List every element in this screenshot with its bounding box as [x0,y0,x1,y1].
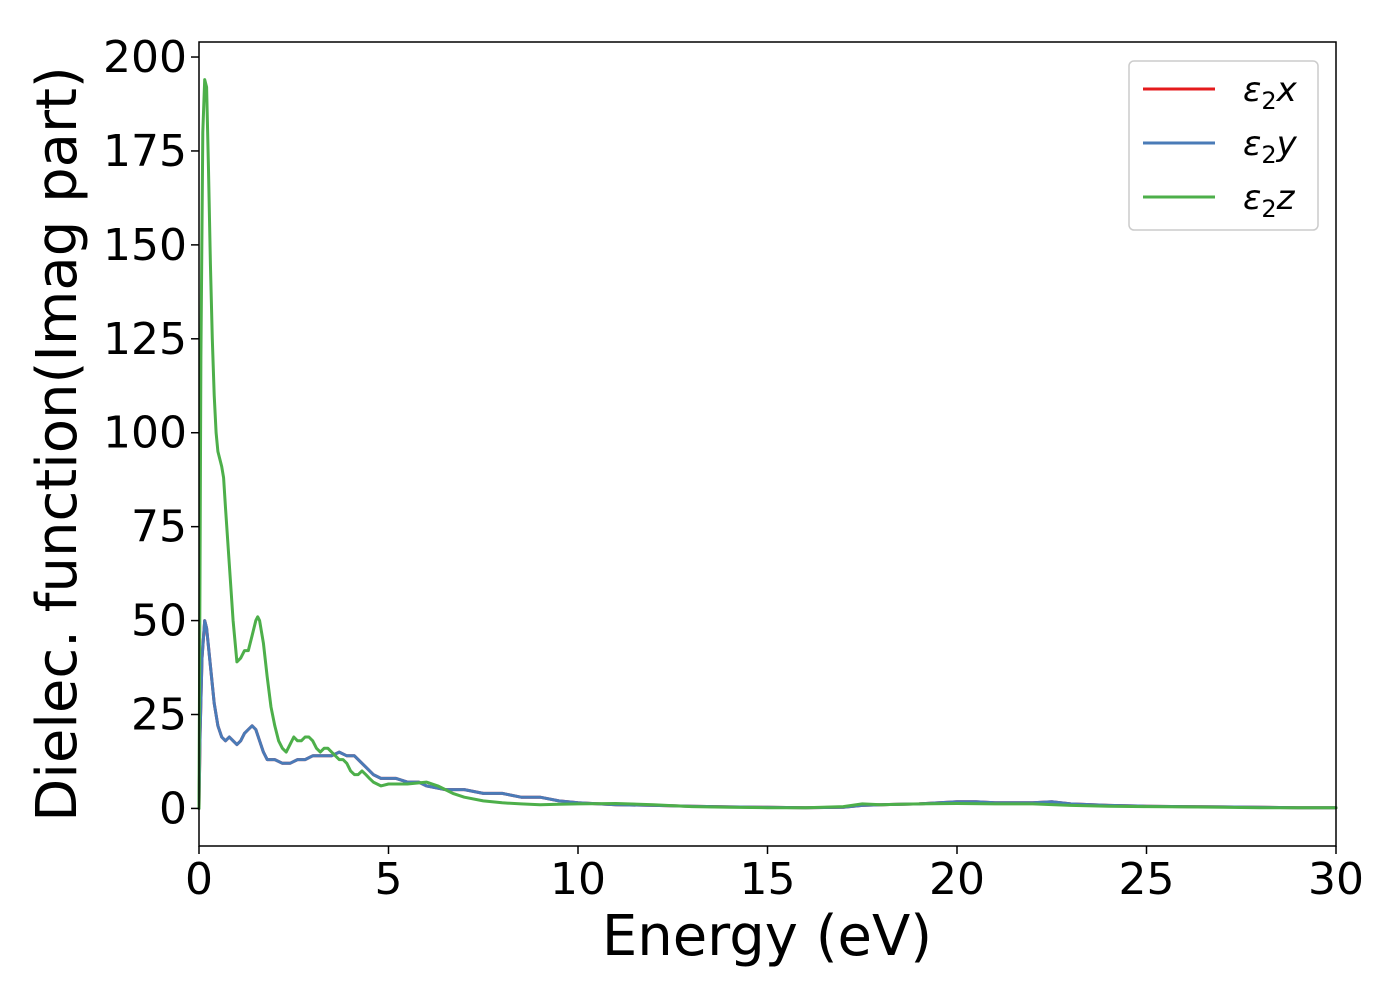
x-tick-label: 0 [185,854,213,905]
series-line-z [197,78,1338,810]
series-line-y [197,619,1338,810]
x-axis-ticks: 0 5 10 15 20 25 30 [185,846,1364,905]
y-tick-label: 0 [159,783,187,834]
y-tick-label: 125 [103,314,187,365]
legend-label-x: ε2x [1243,70,1298,115]
y-tick-label: 75 [131,502,187,553]
legend-label-z: ε2z [1243,178,1296,223]
series-layer [197,78,1338,810]
y-axis-ticks: 0 25 50 75 100 125 150 175 200 [103,32,199,834]
x-tick-label: 15 [740,854,796,905]
y-tick-label: 150 [103,220,187,271]
x-tick-label: 25 [1119,854,1175,905]
legend-label-y: ε2y [1243,124,1298,169]
x-axis-title: Energy (eV) [602,904,932,969]
y-tick-label: 50 [131,596,187,647]
y-tick-label: 100 [103,408,187,459]
legend: ε2x ε2y ε2z [1128,60,1319,231]
x-tick-label: 5 [375,854,403,905]
y-axis-title: Dielec. function(Imag part) [25,66,90,822]
x-tick-label: 30 [1308,854,1364,905]
legend-box [1128,60,1319,231]
y-tick-label: 200 [103,32,187,83]
x-tick-label: 10 [550,854,606,905]
x-tick-label: 20 [929,854,985,905]
y-tick-label: 175 [103,126,187,177]
y-tick-label: 25 [131,690,187,741]
